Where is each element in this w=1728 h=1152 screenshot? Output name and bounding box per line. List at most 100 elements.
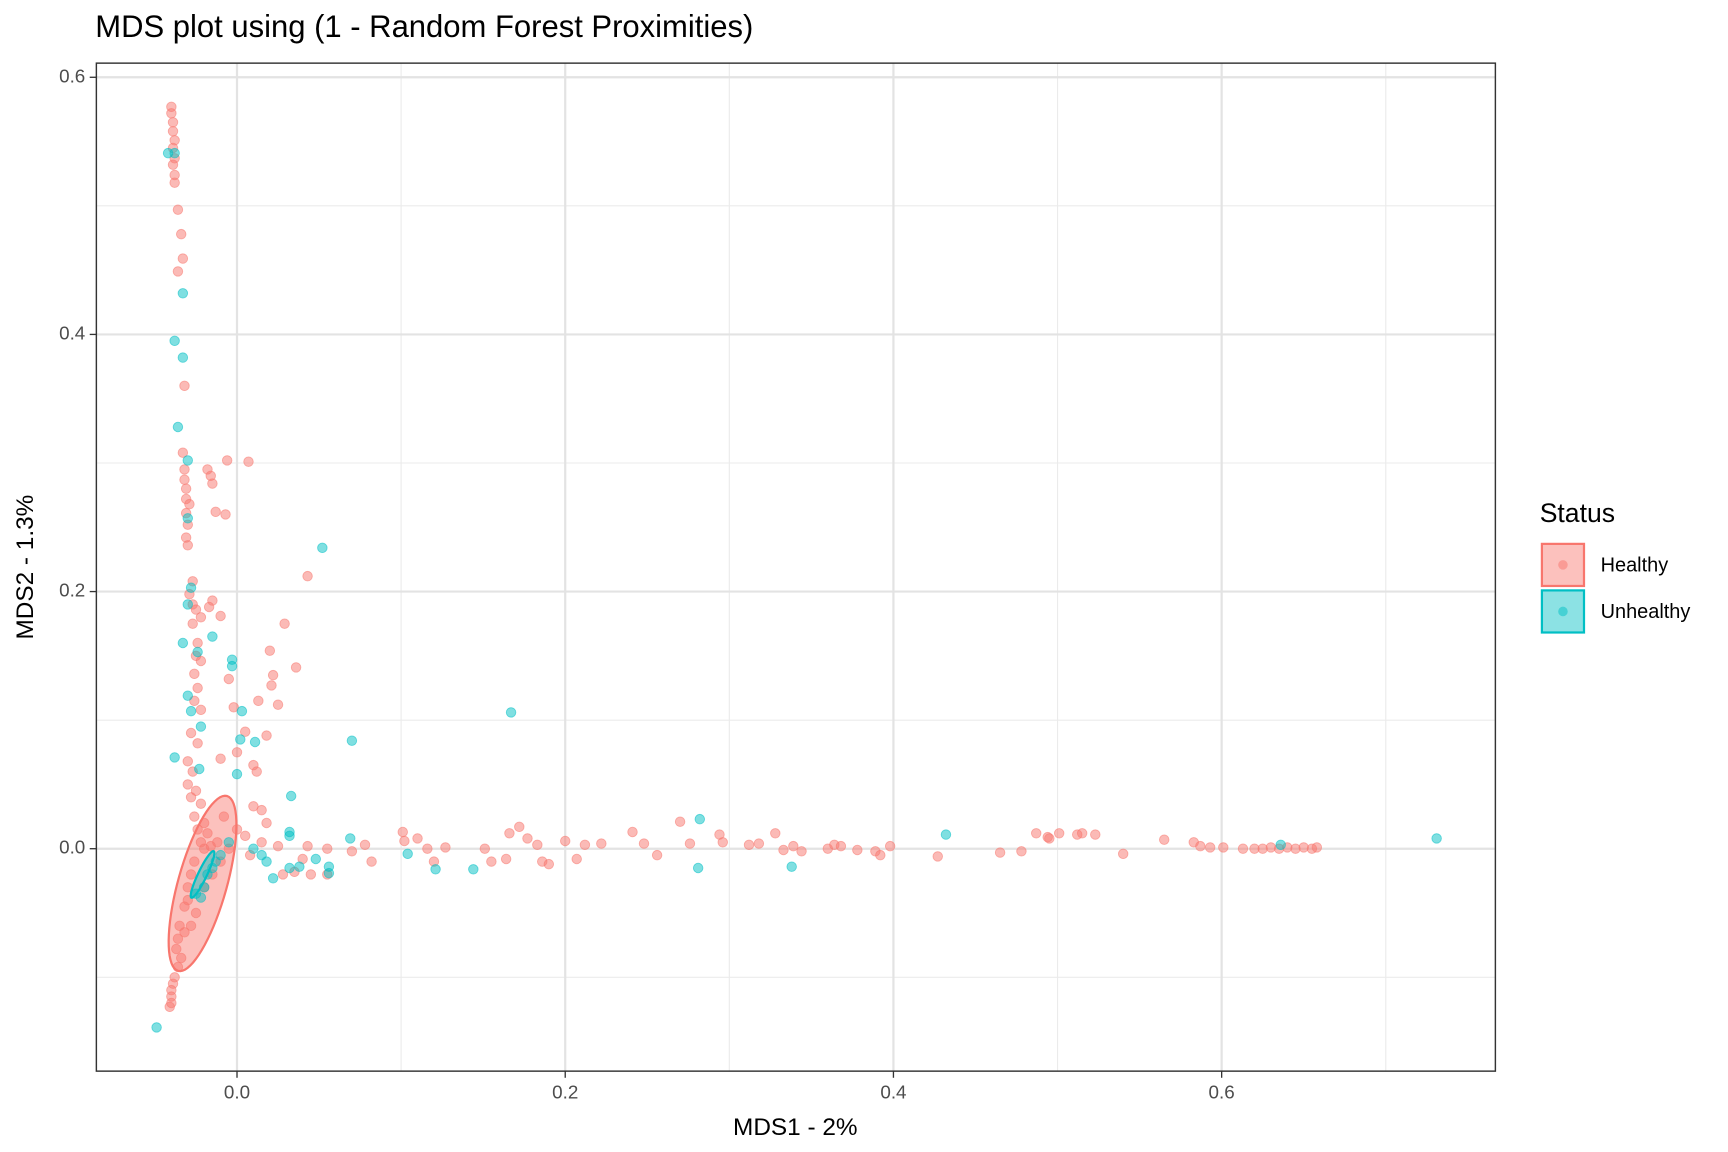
point <box>167 126 179 137</box>
point <box>543 858 555 870</box>
point <box>177 288 189 299</box>
point <box>231 768 243 780</box>
point <box>994 847 1006 858</box>
point <box>579 839 591 851</box>
point <box>310 853 321 865</box>
point <box>290 662 302 673</box>
legend-key-point <box>1558 560 1568 570</box>
point <box>788 840 799 852</box>
point <box>346 735 358 746</box>
point <box>166 108 177 119</box>
point <box>1237 843 1249 854</box>
point <box>240 830 251 842</box>
point <box>571 853 582 865</box>
point <box>1204 842 1216 853</box>
point <box>1076 828 1088 839</box>
point <box>366 856 377 867</box>
point <box>207 631 218 642</box>
point <box>167 159 179 170</box>
point <box>202 828 213 839</box>
point <box>231 824 243 835</box>
point <box>240 726 251 737</box>
point <box>852 844 863 856</box>
point <box>1218 842 1229 853</box>
point <box>185 792 197 803</box>
point <box>884 840 896 852</box>
point <box>317 542 328 554</box>
point <box>284 862 295 874</box>
point <box>172 933 184 944</box>
point <box>932 851 943 862</box>
point <box>169 147 180 159</box>
x-tick-label: 0.6 <box>1209 1081 1235 1102</box>
x-tick-label: 0.2 <box>552 1081 578 1102</box>
point <box>151 1022 162 1033</box>
point <box>402 848 413 860</box>
point <box>346 846 358 857</box>
point <box>172 421 184 433</box>
point <box>796 846 807 857</box>
point <box>215 753 226 764</box>
point <box>236 705 248 717</box>
point <box>272 699 284 710</box>
y-axis-label: MDS2 - 1.3% <box>12 495 39 640</box>
point <box>177 637 189 649</box>
point <box>294 861 305 872</box>
point <box>651 849 663 861</box>
point <box>277 869 289 880</box>
point <box>1044 833 1055 844</box>
point <box>248 843 259 854</box>
point <box>267 873 279 884</box>
legend-title: Status <box>1540 498 1615 528</box>
point <box>221 455 233 466</box>
point <box>195 704 207 716</box>
point <box>167 117 179 128</box>
point <box>778 844 789 856</box>
point <box>248 801 259 812</box>
point <box>743 839 755 851</box>
point <box>210 856 221 867</box>
point <box>786 861 797 872</box>
point <box>192 682 203 694</box>
point <box>172 266 184 277</box>
point <box>190 907 202 919</box>
x-tick-label: 0.0 <box>224 1081 250 1102</box>
point <box>430 864 441 875</box>
point <box>179 474 190 485</box>
point <box>171 943 182 955</box>
point <box>770 828 781 839</box>
point <box>279 618 290 629</box>
point <box>302 570 313 582</box>
point <box>272 840 284 852</box>
point <box>223 673 235 685</box>
point <box>266 680 277 691</box>
point <box>164 1001 175 1013</box>
point <box>198 882 210 893</box>
point <box>212 837 223 848</box>
point <box>256 837 267 848</box>
point <box>1275 839 1286 851</box>
point <box>422 843 433 854</box>
panel-border <box>95 62 1497 1072</box>
point <box>187 618 198 629</box>
point <box>190 604 202 615</box>
point <box>627 826 638 838</box>
point <box>500 853 512 865</box>
legend-label: Unhealthy <box>1601 601 1691 623</box>
point <box>194 763 205 775</box>
y-tick-label: 0.0 <box>59 837 85 858</box>
point <box>440 842 451 853</box>
point <box>692 862 704 874</box>
point <box>172 961 184 973</box>
point <box>189 856 200 867</box>
point <box>249 736 261 748</box>
point <box>189 668 200 680</box>
point <box>182 540 193 551</box>
y-tick-label: 0.4 <box>59 322 85 343</box>
point <box>192 738 203 749</box>
point <box>195 798 207 809</box>
point <box>182 756 193 767</box>
point <box>264 645 276 656</box>
point <box>261 730 272 741</box>
point <box>207 478 218 489</box>
